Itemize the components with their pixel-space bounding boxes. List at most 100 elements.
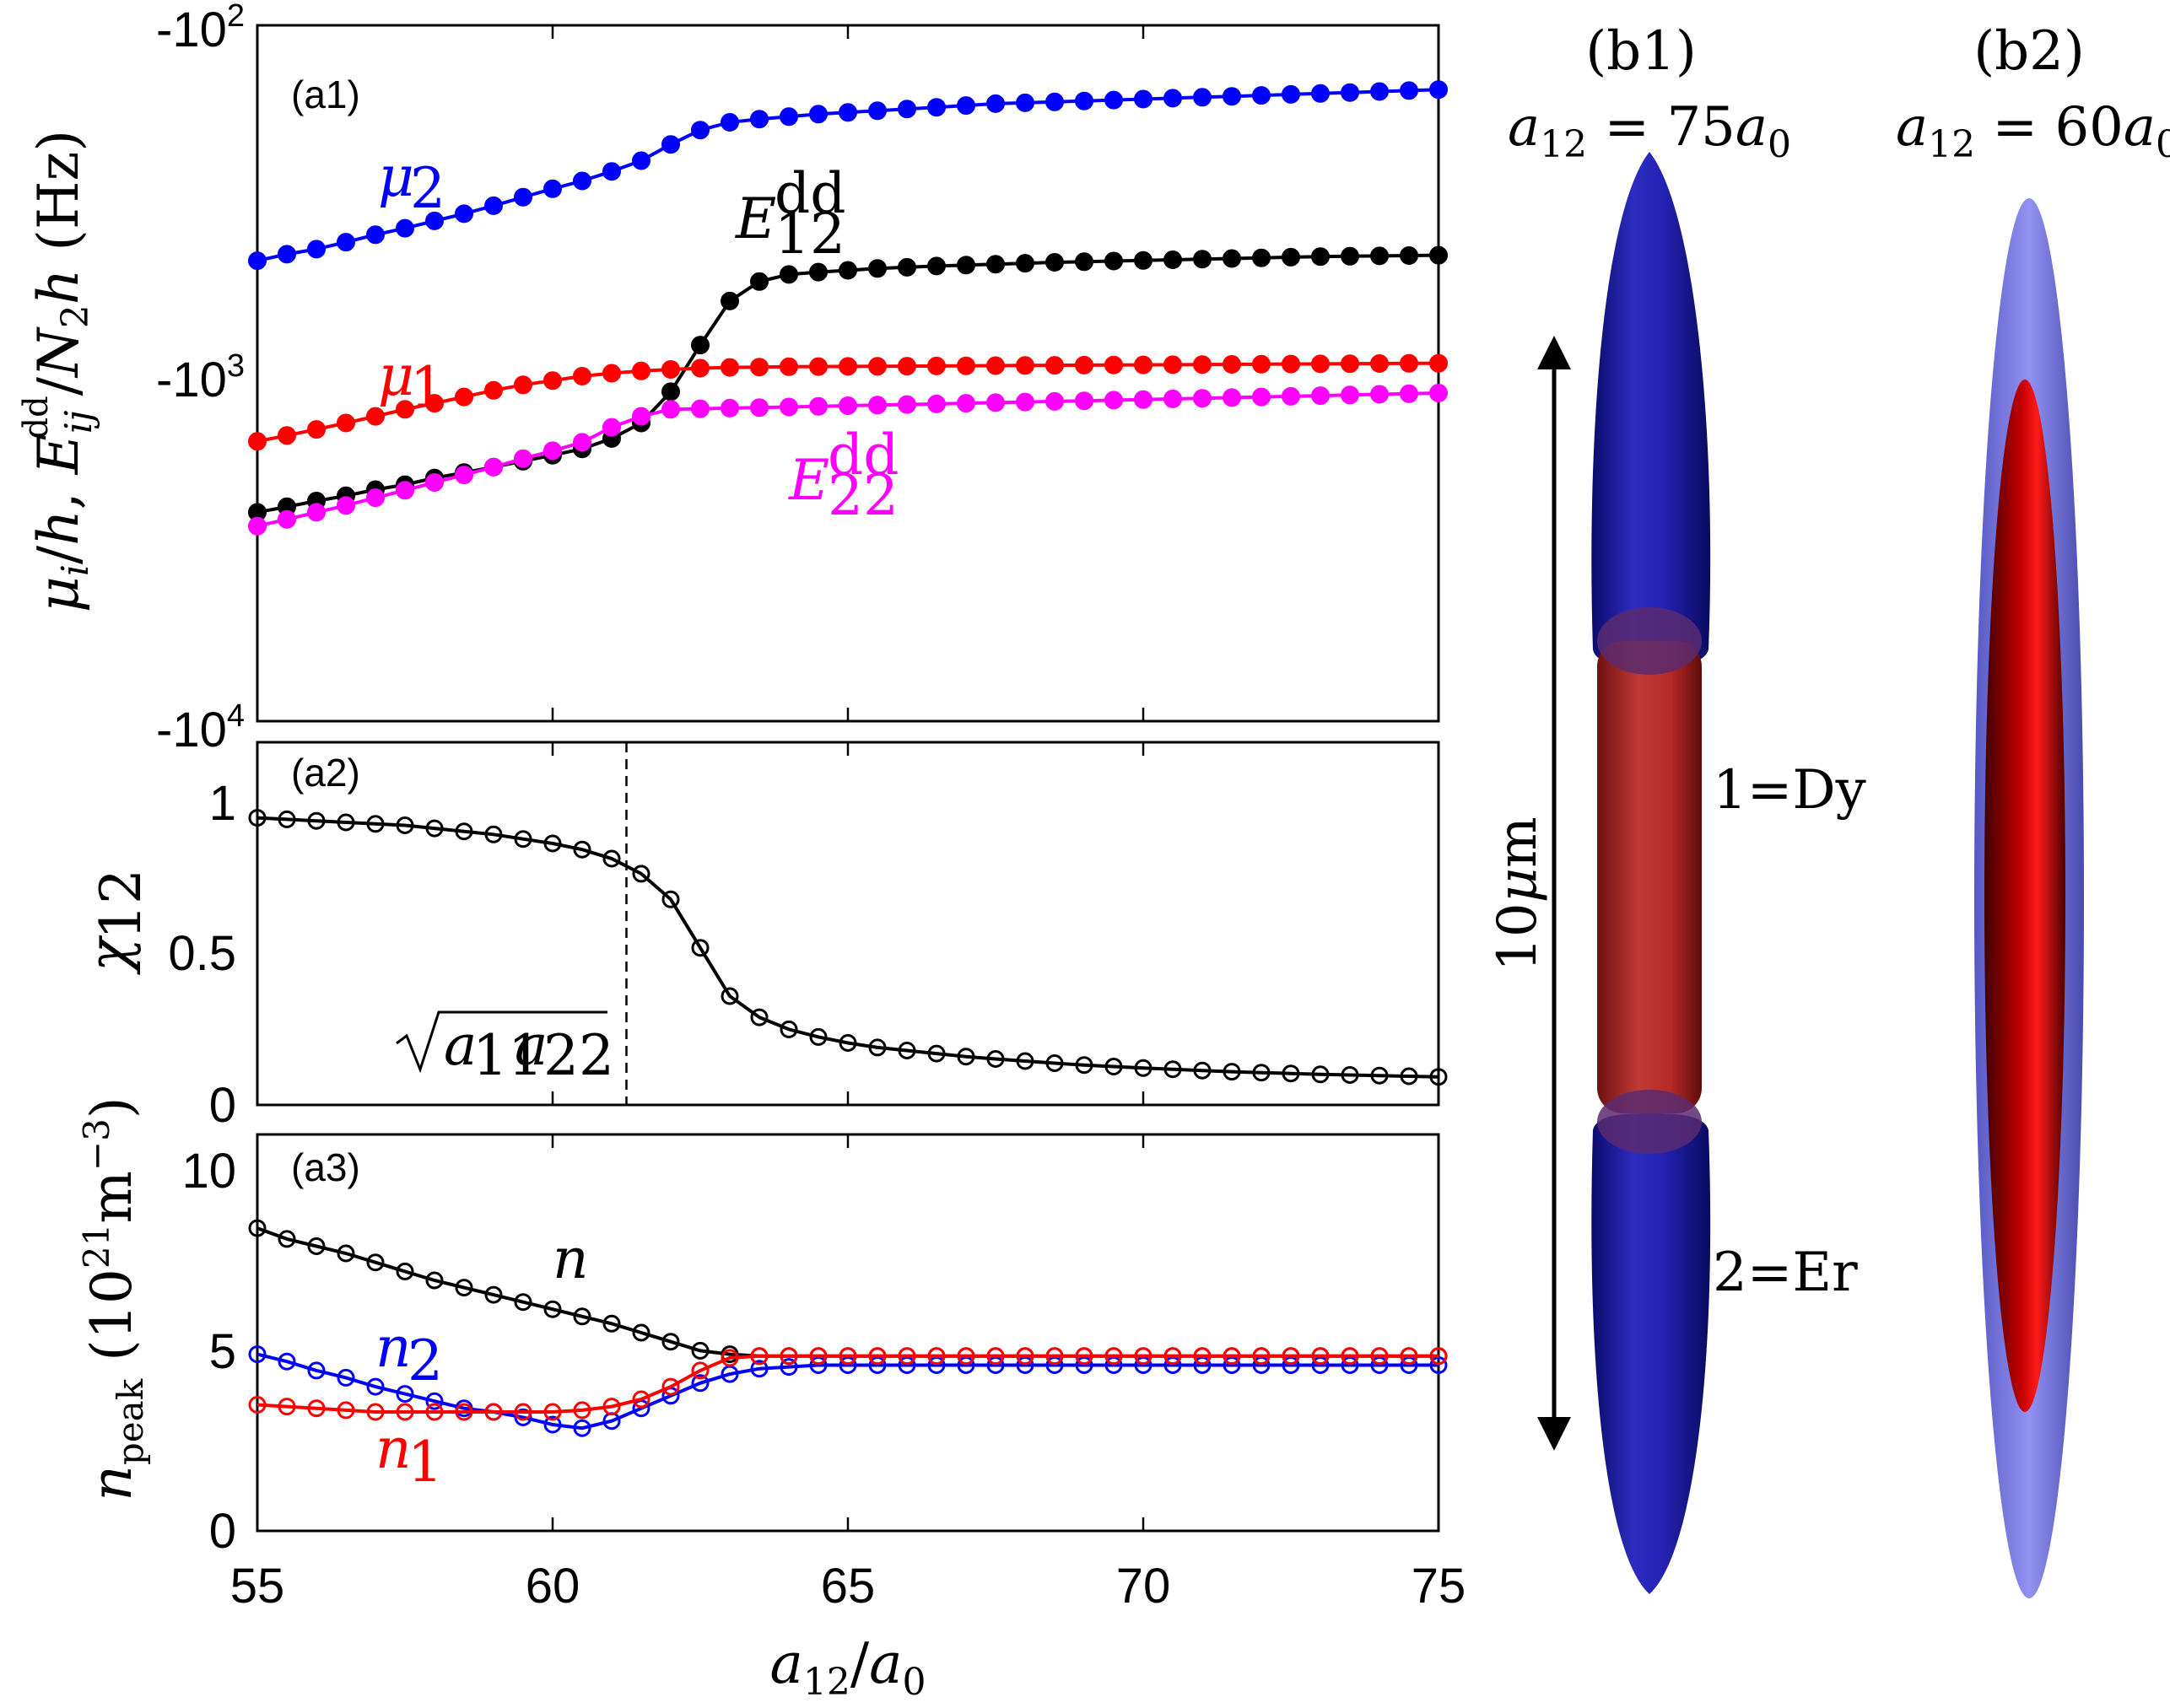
- svg-text:-104: -104: [156, 698, 245, 757]
- data-point-chi12: [484, 825, 503, 843]
- data-point-n1: [514, 1403, 532, 1421]
- data-point-n: [691, 1341, 710, 1360]
- data-point-n1: [1341, 1347, 1359, 1366]
- data-point-n1: [307, 1399, 326, 1418]
- data-point-mu2: [1193, 88, 1212, 107]
- data-point-n1: [455, 1403, 473, 1421]
- data-point-mu1: [839, 357, 857, 376]
- plot-area-a1: [248, 25, 1448, 721]
- data-point-n1: [986, 1347, 1005, 1366]
- series-label-n1: n 1: [375, 1416, 443, 1495]
- data-point-mu2: [278, 245, 296, 264]
- data-point-chi12: [278, 810, 296, 828]
- data-point-mu1: [986, 356, 1005, 375]
- data-point-n2: [780, 1358, 798, 1377]
- svg-text:μ: μ: [378, 144, 414, 209]
- data-point-mu1: [691, 358, 710, 378]
- data-point-n2: [307, 1361, 326, 1380]
- data-point-mu2: [514, 187, 532, 207]
- data-point-E12dd: [1400, 246, 1418, 265]
- data-point-mu1: [514, 375, 532, 395]
- data-point-E22dd: [986, 393, 1005, 412]
- data-point-n1: [396, 1403, 414, 1421]
- svg-text:a12 = 75a0: a12 = 75a0: [1508, 96, 1791, 166]
- data-point-E12dd: [1311, 247, 1330, 267]
- data-point-mu1: [898, 357, 916, 376]
- data-point-mu1: [721, 358, 739, 377]
- data-point-mu2: [957, 96, 975, 116]
- data-point-E22dd: [1223, 388, 1241, 407]
- data-point-mu1: [1134, 355, 1152, 374]
- x-tick-70: 70: [1116, 1559, 1171, 1614]
- panel-a3: (a3) 0 5 10 npeak (1021m−3) n n 2 n 1 55…: [76, 1096, 1466, 1704]
- panel-label-a3: (a3): [291, 1145, 360, 1189]
- data-point-mu1: [248, 432, 267, 451]
- data-point-chi12: [307, 811, 326, 830]
- data-point-E12dd: [1016, 254, 1034, 273]
- data-point-n: [307, 1237, 326, 1255]
- panel-a2: (a2) 0 0.5 1 χ 12 a 11 a 22: [77, 741, 1448, 1133]
- data-point-E12dd: [957, 256, 975, 275]
- data-point-n: [573, 1307, 591, 1326]
- data-point-mu1: [543, 371, 562, 391]
- species1-core: [1597, 641, 1702, 1113]
- data-point-E22dd: [1400, 384, 1418, 403]
- data-point-chi12: [1282, 1064, 1300, 1083]
- data-point-E22dd: [455, 466, 473, 485]
- data-point-n1: [278, 1398, 296, 1416]
- data-point-mu2: [425, 211, 444, 230]
- data-point-n1: [543, 1403, 562, 1421]
- data-point-n1: [809, 1347, 828, 1366]
- data-point-E22dd: [1370, 385, 1389, 404]
- data-point-n: [278, 1230, 296, 1248]
- data-point-chi12: [1104, 1058, 1123, 1075]
- y-tick-a2-0: 0: [209, 1078, 236, 1133]
- data-point-chi12: [1400, 1067, 1418, 1086]
- data-point-E12dd: [1429, 245, 1448, 265]
- data-point-E22dd: [248, 516, 267, 536]
- param-label-b2: a12 = 60a0: [1896, 96, 2170, 166]
- y-tick-a2-05: 0.5: [168, 926, 236, 981]
- svg-text:a12 = 60a0: a12 = 60a0: [1896, 96, 2170, 166]
- data-point-E22dd: [839, 396, 857, 415]
- data-point-n1: [1311, 1347, 1330, 1366]
- y-axis-label-a2: χ 12: [77, 869, 154, 975]
- y-tick-a3-5: 5: [209, 1324, 236, 1379]
- data-point-E22dd: [484, 457, 503, 477]
- data-point-mu1: [750, 358, 769, 377]
- panel-label-a2: (a2): [291, 751, 360, 795]
- data-point-mu2: [248, 251, 267, 271]
- scale-bar-label: 10μm: [1487, 816, 1549, 972]
- data-point-n2: [337, 1368, 355, 1387]
- data-point-n2: [425, 1392, 444, 1410]
- panel-label-b1: (b1): [1585, 20, 1697, 83]
- data-point-mu1: [1282, 354, 1300, 374]
- series-label-E12dd: E 12 dd: [735, 161, 846, 267]
- data-point-mu1: [1075, 355, 1093, 374]
- svg-text:npeak (1021m−3): npeak (1021m−3): [76, 1096, 151, 1501]
- series-label-n: n: [553, 1226, 589, 1291]
- data-point-mu2: [1429, 80, 1448, 100]
- x-tick-60: 60: [526, 1559, 580, 1614]
- svg-text:a12/a0: a12/a0: [770, 1631, 926, 1704]
- data-point-E22dd: [809, 396, 828, 416]
- data-point-E12dd: [1223, 249, 1241, 268]
- panel-label-a1: (a1): [291, 73, 360, 116]
- data-point-n: [425, 1271, 444, 1290]
- data-point-mu1: [1341, 354, 1359, 374]
- svg-text:χ: χ: [77, 935, 142, 975]
- data-point-mu2: [337, 233, 355, 252]
- data-point-n: [455, 1279, 473, 1297]
- data-point-E12dd: [1370, 246, 1389, 266]
- data-point-n: [337, 1244, 355, 1263]
- data-point-E22dd: [632, 407, 650, 426]
- data-point-n1: [661, 1377, 680, 1396]
- data-point-chi12: [1341, 1066, 1359, 1084]
- data-point-mu2: [1075, 91, 1093, 110]
- data-point-mu2: [986, 94, 1005, 113]
- data-point-n1: [839, 1347, 857, 1366]
- data-point-E22dd: [1016, 392, 1034, 412]
- data-point-E12dd: [1252, 248, 1271, 267]
- data-point-chi12: [780, 1020, 798, 1038]
- data-point-chi12: [691, 939, 710, 957]
